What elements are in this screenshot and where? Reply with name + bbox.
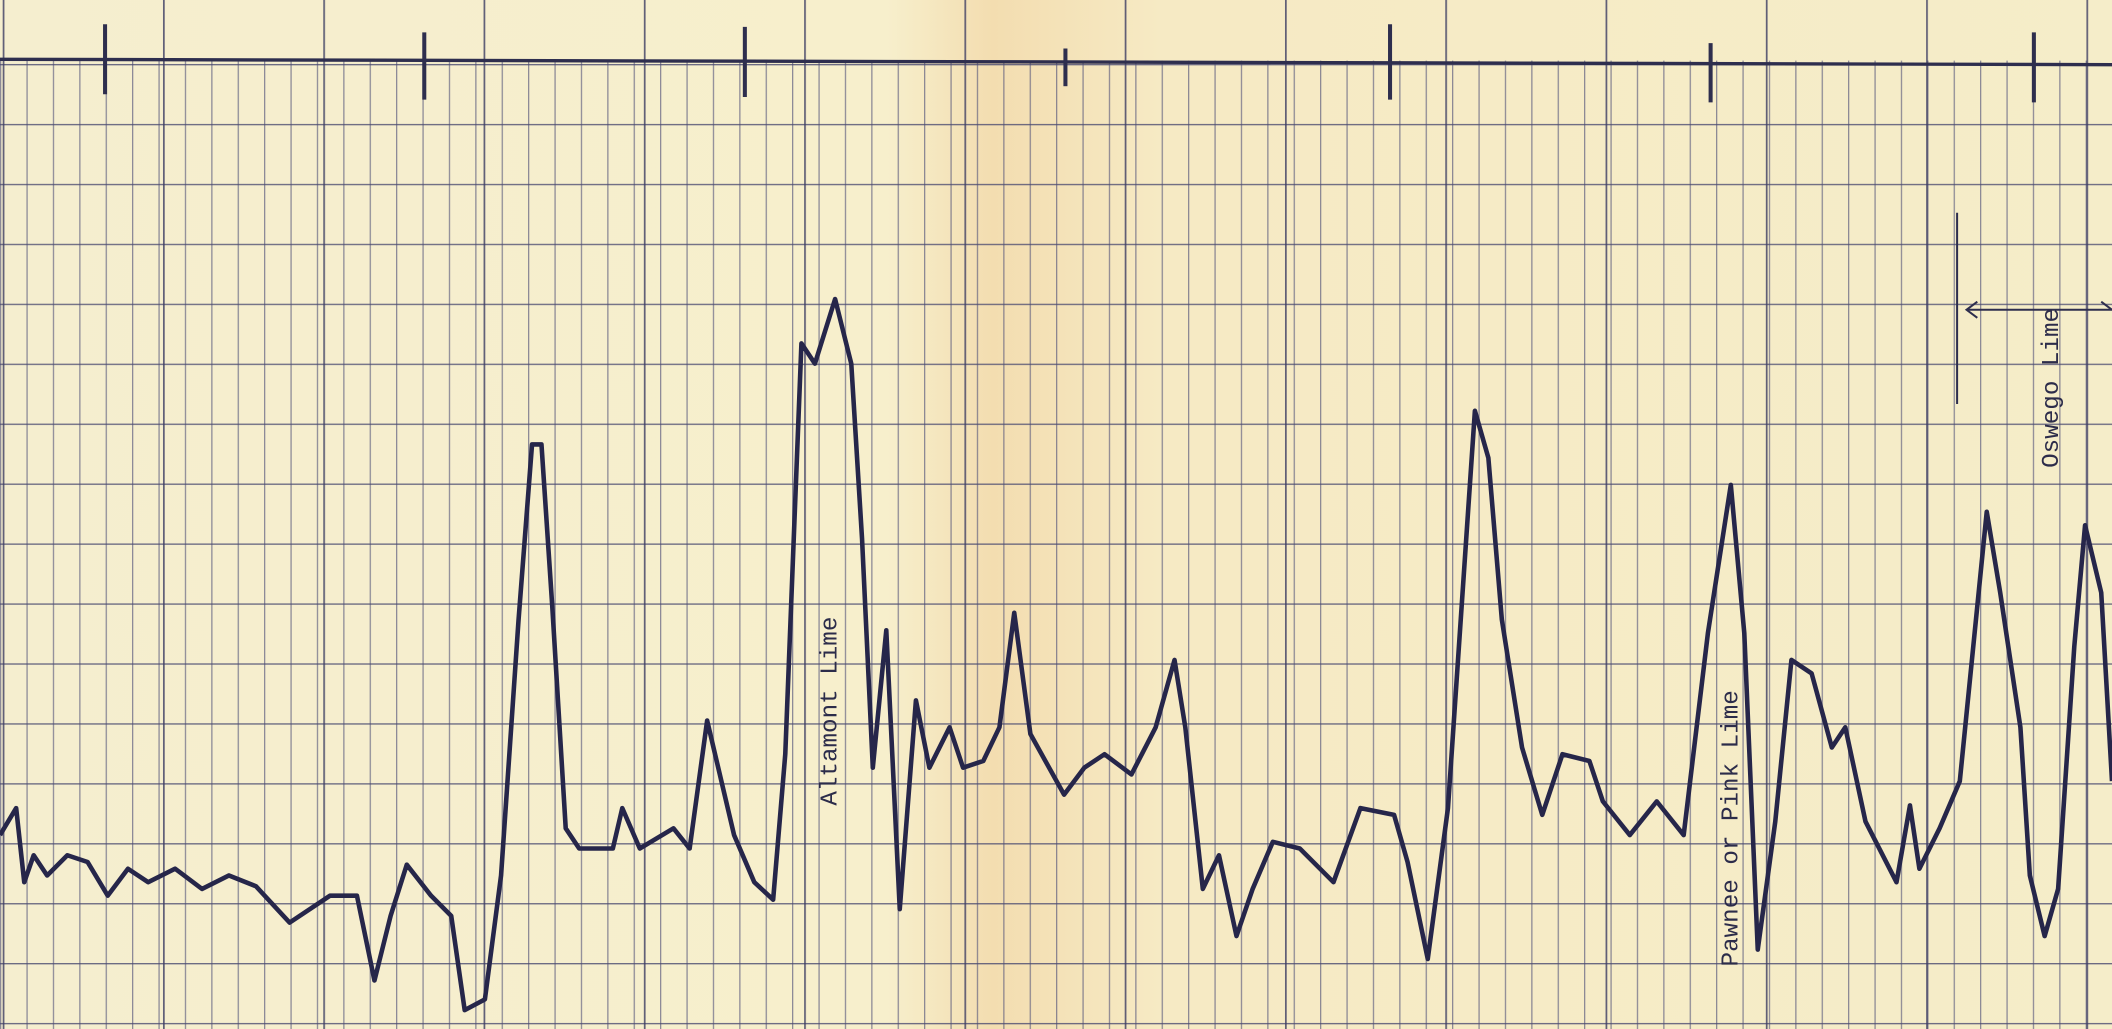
altamont-label: Altamont Lime (817, 617, 844, 806)
pawnee-label: Pawnee or Pink Lime (1719, 690, 1746, 966)
depth-ticks (103, 24, 2036, 103)
oswego-marker (1956, 212, 2112, 405)
oswego-label: Oswego Lime (2039, 308, 2066, 468)
depth-line (0, 57, 2112, 67)
log-trace (0, 296, 2112, 1013)
